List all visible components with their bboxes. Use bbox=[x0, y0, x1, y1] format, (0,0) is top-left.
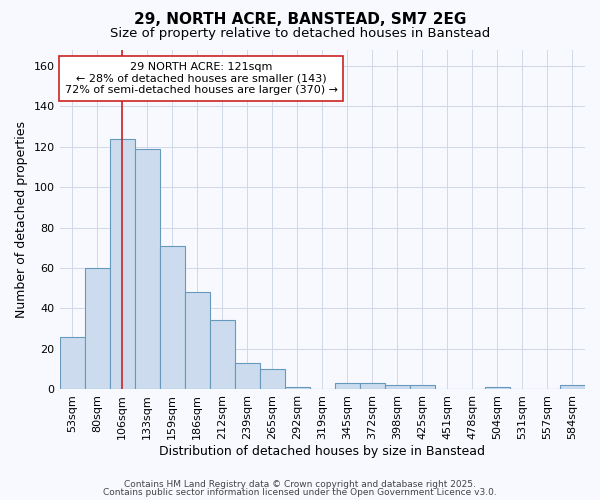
Bar bbox=[360, 383, 385, 389]
Bar bbox=[110, 139, 134, 389]
Text: 29 NORTH ACRE: 121sqm
← 28% of detached houses are smaller (143)
72% of semi-det: 29 NORTH ACRE: 121sqm ← 28% of detached … bbox=[65, 62, 338, 95]
X-axis label: Distribution of detached houses by size in Banstead: Distribution of detached houses by size … bbox=[159, 444, 485, 458]
Text: Contains HM Land Registry data © Crown copyright and database right 2025.: Contains HM Land Registry data © Crown c… bbox=[124, 480, 476, 489]
Y-axis label: Number of detached properties: Number of detached properties bbox=[15, 121, 28, 318]
Text: Size of property relative to detached houses in Banstead: Size of property relative to detached ho… bbox=[110, 28, 490, 40]
Bar bbox=[260, 369, 285, 389]
Bar bbox=[160, 246, 185, 389]
Bar bbox=[134, 149, 160, 389]
Bar bbox=[560, 385, 585, 389]
Bar bbox=[209, 320, 235, 389]
Bar bbox=[185, 292, 209, 389]
Bar bbox=[410, 385, 435, 389]
Text: 29, NORTH ACRE, BANSTEAD, SM7 2EG: 29, NORTH ACRE, BANSTEAD, SM7 2EG bbox=[134, 12, 466, 28]
Bar bbox=[85, 268, 110, 389]
Bar bbox=[335, 383, 360, 389]
Bar bbox=[385, 385, 410, 389]
Bar bbox=[235, 362, 260, 389]
Text: Contains public sector information licensed under the Open Government Licence v3: Contains public sector information licen… bbox=[103, 488, 497, 497]
Bar bbox=[59, 336, 85, 389]
Bar bbox=[485, 387, 510, 389]
Bar bbox=[285, 387, 310, 389]
